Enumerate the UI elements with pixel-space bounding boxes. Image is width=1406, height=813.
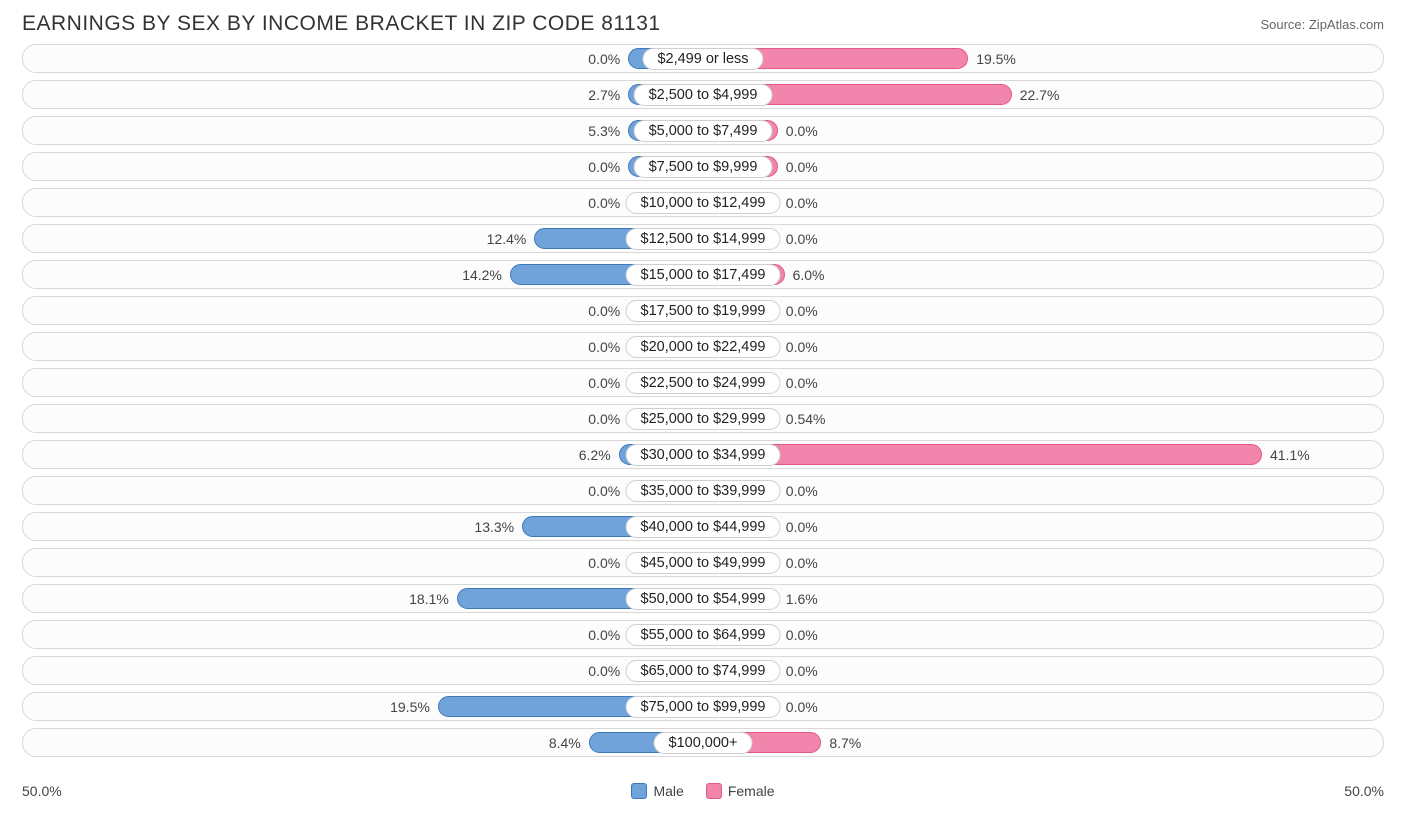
- female-value: 0.0%: [786, 627, 818, 643]
- legend: Male Female: [631, 783, 774, 799]
- chart-row: $40,000 to $44,999 13.3% 0.0%: [22, 512, 1384, 541]
- female-value: 0.0%: [786, 231, 818, 247]
- female-swatch-icon: [706, 783, 722, 799]
- female-value: 0.0%: [786, 555, 818, 571]
- bracket-label: $15,000 to $17,499: [626, 264, 781, 286]
- female-value: 22.7%: [1020, 87, 1060, 103]
- legend-male: Male: [631, 783, 683, 799]
- male-value: 14.2%: [462, 267, 502, 283]
- male-value: 0.0%: [588, 411, 620, 427]
- bracket-label: $65,000 to $74,999: [626, 660, 781, 682]
- male-value: 2.7%: [588, 87, 620, 103]
- axis-right-label: 50.0%: [1344, 783, 1384, 799]
- chart-row: $12,500 to $14,999 12.4% 0.0%: [22, 224, 1384, 253]
- female-value: 0.0%: [786, 483, 818, 499]
- legend-female-label: Female: [728, 783, 775, 799]
- female-value: 41.1%: [1270, 447, 1310, 463]
- bracket-label: $50,000 to $54,999: [626, 588, 781, 610]
- bracket-label: $17,500 to $19,999: [626, 300, 781, 322]
- bracket-label: $10,000 to $12,499: [626, 192, 781, 214]
- female-value: 0.0%: [786, 663, 818, 679]
- male-value: 0.0%: [588, 339, 620, 355]
- chart-row: $50,000 to $54,999 18.1% 1.6%: [22, 584, 1384, 613]
- male-value: 0.0%: [588, 375, 620, 391]
- male-value: 13.3%: [474, 519, 514, 535]
- female-value: 0.0%: [786, 375, 818, 391]
- axis-left-label: 50.0%: [22, 783, 62, 799]
- chart-row: $75,000 to $99,999 19.5% 0.0%: [22, 692, 1384, 721]
- chart-row: $5,000 to $7,499 5.3% 0.0%: [22, 116, 1384, 145]
- legend-female: Female: [706, 783, 775, 799]
- male-value: 0.0%: [588, 555, 620, 571]
- chart-row: $20,000 to $22,499 0.0% 0.0%: [22, 332, 1384, 361]
- male-value: 0.0%: [588, 51, 620, 67]
- female-value: 0.0%: [786, 195, 818, 211]
- chart-body: $2,499 or less 0.0% 19.5% $2,500 to $4,999 2…: [0, 44, 1406, 757]
- bracket-label: $100,000+: [654, 732, 753, 754]
- female-value: 0.0%: [786, 303, 818, 319]
- female-value: 0.0%: [786, 339, 818, 355]
- bracket-label: $45,000 to $49,999: [626, 552, 781, 574]
- chart-row: $35,000 to $39,999 0.0% 0.0%: [22, 476, 1384, 505]
- female-value: 0.0%: [786, 123, 818, 139]
- bracket-label: $25,000 to $29,999: [626, 408, 781, 430]
- bracket-label: $75,000 to $99,999: [626, 696, 781, 718]
- chart-footer: 50.0% Male Female 50.0%: [22, 783, 1384, 799]
- bracket-label: $40,000 to $44,999: [626, 516, 781, 538]
- male-value: 0.0%: [588, 159, 620, 175]
- bracket-label: $5,000 to $7,499: [634, 120, 773, 142]
- female-value: 1.6%: [786, 591, 818, 607]
- chart-row: $22,500 to $24,999 0.0% 0.0%: [22, 368, 1384, 397]
- male-value: 12.4%: [487, 231, 527, 247]
- bracket-label: $2,499 or less: [642, 48, 763, 70]
- male-value: 0.0%: [588, 483, 620, 499]
- chart-row: $25,000 to $29,999 0.0% 0.54%: [22, 404, 1384, 433]
- bracket-label: $55,000 to $64,999: [626, 624, 781, 646]
- chart-header: EARNINGS BY SEX BY INCOME BRACKET IN ZIP…: [0, 0, 1406, 44]
- chart-row: $17,500 to $19,999 0.0% 0.0%: [22, 296, 1384, 325]
- chart-row: $2,500 to $4,999 2.7% 22.7%: [22, 80, 1384, 109]
- chart-row: $65,000 to $74,999 0.0% 0.0%: [22, 656, 1384, 685]
- male-value: 0.0%: [588, 663, 620, 679]
- female-value: 6.0%: [793, 267, 825, 283]
- male-value: 5.3%: [588, 123, 620, 139]
- male-value: 6.2%: [579, 447, 611, 463]
- chart-row: $7,500 to $9,999 0.0% 0.0%: [22, 152, 1384, 181]
- bracket-label: $22,500 to $24,999: [626, 372, 781, 394]
- male-value: 18.1%: [409, 591, 449, 607]
- female-value: 19.5%: [976, 51, 1016, 67]
- chart-row: $45,000 to $49,999 0.0% 0.0%: [22, 548, 1384, 577]
- male-value: 19.5%: [390, 699, 430, 715]
- female-value: 8.7%: [829, 735, 861, 751]
- bracket-label: $30,000 to $34,999: [626, 444, 781, 466]
- male-value: 8.4%: [549, 735, 581, 751]
- chart-row: $55,000 to $64,999 0.0% 0.0%: [22, 620, 1384, 649]
- chart-row: $2,499 or less 0.0% 19.5%: [22, 44, 1384, 73]
- male-value: 0.0%: [588, 195, 620, 211]
- bracket-label: $20,000 to $22,499: [626, 336, 781, 358]
- female-value: 0.0%: [786, 519, 818, 535]
- chart-row: $100,000+ 8.4% 8.7%: [22, 728, 1384, 757]
- female-value: 0.0%: [786, 159, 818, 175]
- male-swatch-icon: [631, 783, 647, 799]
- female-value: 0.0%: [786, 699, 818, 715]
- chart-title: EARNINGS BY SEX BY INCOME BRACKET IN ZIP…: [22, 12, 661, 36]
- female-value: 0.54%: [786, 411, 826, 427]
- bracket-label: $7,500 to $9,999: [634, 156, 773, 178]
- bracket-label: $2,500 to $4,999: [634, 84, 773, 106]
- chart-row: $15,000 to $17,499 14.2% 6.0%: [22, 260, 1384, 289]
- chart-row: $10,000 to $12,499 0.0% 0.0%: [22, 188, 1384, 217]
- chart-source: Source: ZipAtlas.com: [1260, 17, 1384, 32]
- female-bar: [703, 444, 1262, 465]
- bracket-label: $35,000 to $39,999: [626, 480, 781, 502]
- bracket-label: $12,500 to $14,999: [626, 228, 781, 250]
- male-value: 0.0%: [588, 303, 620, 319]
- male-value: 0.0%: [588, 627, 620, 643]
- legend-male-label: Male: [653, 783, 683, 799]
- chart-row: $30,000 to $34,999 6.2% 41.1%: [22, 440, 1384, 469]
